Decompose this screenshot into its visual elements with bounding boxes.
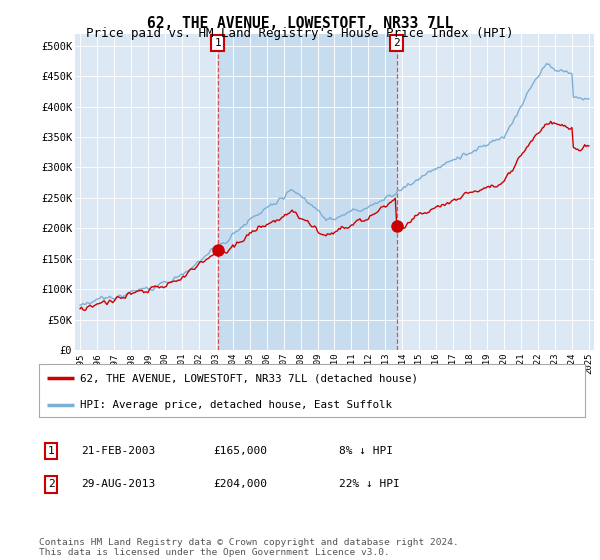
Text: 22% ↓ HPI: 22% ↓ HPI — [339, 479, 400, 489]
Text: 2: 2 — [393, 38, 400, 48]
Text: 1: 1 — [47, 446, 55, 456]
Text: 21-FEB-2003: 21-FEB-2003 — [81, 446, 155, 456]
Text: £165,000: £165,000 — [213, 446, 267, 456]
Text: 62, THE AVENUE, LOWESTOFT, NR33 7LL: 62, THE AVENUE, LOWESTOFT, NR33 7LL — [147, 16, 453, 31]
Text: Price paid vs. HM Land Registry's House Price Index (HPI): Price paid vs. HM Land Registry's House … — [86, 27, 514, 40]
Text: 8% ↓ HPI: 8% ↓ HPI — [339, 446, 393, 456]
Text: 29-AUG-2013: 29-AUG-2013 — [81, 479, 155, 489]
Text: 2: 2 — [47, 479, 55, 489]
Bar — [218, 34, 397, 350]
Text: HPI: Average price, detached house, East Suffolk: HPI: Average price, detached house, East… — [80, 400, 392, 410]
Text: £204,000: £204,000 — [213, 479, 267, 489]
Text: Contains HM Land Registry data © Crown copyright and database right 2024.
This d: Contains HM Land Registry data © Crown c… — [39, 538, 459, 557]
Text: 1: 1 — [215, 38, 221, 48]
Text: 62, THE AVENUE, LOWESTOFT, NR33 7LL (detached house): 62, THE AVENUE, LOWESTOFT, NR33 7LL (det… — [80, 374, 418, 384]
